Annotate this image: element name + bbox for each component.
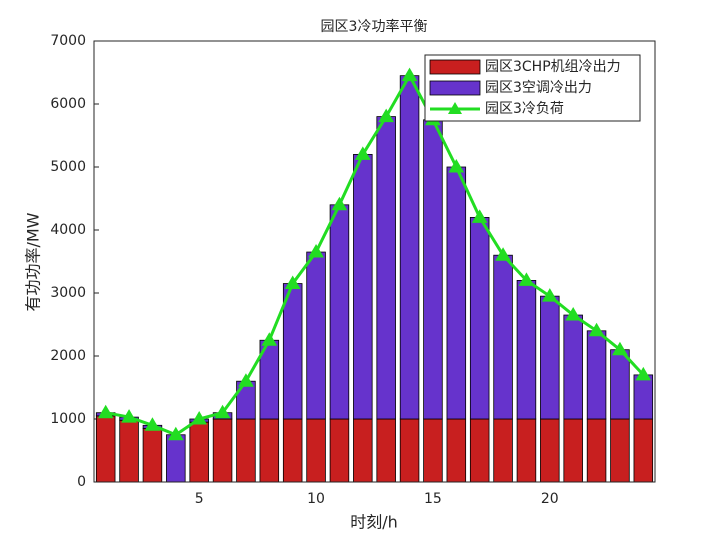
marker	[541, 288, 558, 302]
legend-swatch	[429, 59, 481, 75]
x-tick-label: 15	[424, 491, 442, 507]
chart-title: 园区3冷功率平衡	[321, 18, 428, 35]
bar	[540, 295, 560, 420]
bar	[399, 418, 420, 483]
bar	[469, 418, 490, 483]
bar	[633, 374, 654, 420]
marker	[308, 244, 324, 258]
marker	[565, 307, 582, 321]
y-tick-label: 0	[77, 474, 86, 490]
bar	[633, 418, 654, 483]
marker	[401, 67, 418, 82]
legend-marker	[448, 102, 462, 114]
axes-box	[93, 40, 656, 483]
bar	[353, 418, 373, 483]
y-axis-label: 有功功率/MW	[24, 212, 43, 311]
bar	[282, 418, 303, 483]
bar	[353, 153, 373, 420]
legend-label: 园区3冷负荷	[485, 101, 564, 117]
bar	[610, 349, 630, 420]
bar	[446, 418, 467, 483]
marker	[378, 108, 395, 123]
marker	[144, 417, 161, 431]
y-tick-label: 6000	[50, 96, 86, 112]
y-tick-label: 7000	[50, 33, 86, 49]
bar	[119, 419, 139, 483]
bar	[142, 428, 163, 483]
bar	[563, 418, 583, 483]
marker	[121, 409, 137, 423]
marker	[588, 322, 605, 337]
bar	[563, 314, 583, 420]
x-axis-label: 时刻/h	[350, 513, 398, 532]
y-tick-label: 1000	[50, 411, 86, 427]
bar	[329, 204, 350, 420]
bar	[376, 418, 396, 483]
bar	[189, 421, 209, 483]
legend-label: 园区3空调冷出力	[485, 80, 592, 96]
marker	[612, 341, 628, 356]
marker	[448, 159, 465, 173]
marker	[635, 366, 652, 381]
legend-label: 园区3CHP机组冷出力	[485, 59, 621, 75]
bar	[516, 418, 537, 483]
bar	[423, 418, 443, 483]
y-tick-label: 2000	[50, 348, 86, 364]
marker	[167, 426, 184, 441]
bar	[586, 330, 607, 420]
marker	[354, 146, 371, 160]
x-tick-label: 20	[541, 491, 559, 507]
bar	[540, 418, 560, 483]
bar	[446, 166, 467, 420]
legend-swatch	[429, 80, 481, 96]
marker	[191, 411, 208, 425]
bar	[610, 418, 630, 483]
y-tick-label: 3000	[50, 285, 86, 301]
marker	[214, 404, 231, 419]
bar	[236, 380, 256, 420]
marker	[518, 272, 535, 286]
bar	[306, 418, 326, 483]
marker	[238, 373, 254, 387]
marker	[331, 196, 348, 211]
bar	[166, 434, 186, 483]
bar	[306, 251, 326, 420]
bar	[469, 216, 490, 420]
marker	[284, 275, 301, 290]
bar	[95, 415, 116, 483]
bar	[586, 418, 607, 483]
bar	[376, 116, 396, 420]
marker	[97, 404, 114, 419]
bar	[236, 418, 256, 483]
x-tick-label: 5	[195, 491, 204, 507]
bar	[212, 418, 233, 483]
marker	[495, 247, 511, 261]
bar	[259, 418, 280, 483]
bar	[423, 119, 443, 420]
bar	[329, 418, 350, 483]
marker	[261, 332, 278, 346]
y-tick-label: 4000	[50, 222, 86, 238]
bar	[516, 279, 537, 420]
bar	[399, 75, 420, 420]
bar	[493, 418, 513, 483]
x-tick-label: 10	[307, 491, 325, 507]
marker	[471, 209, 488, 223]
bar	[282, 283, 303, 420]
bar	[493, 254, 513, 420]
y-tick-label: 5000	[50, 159, 86, 175]
